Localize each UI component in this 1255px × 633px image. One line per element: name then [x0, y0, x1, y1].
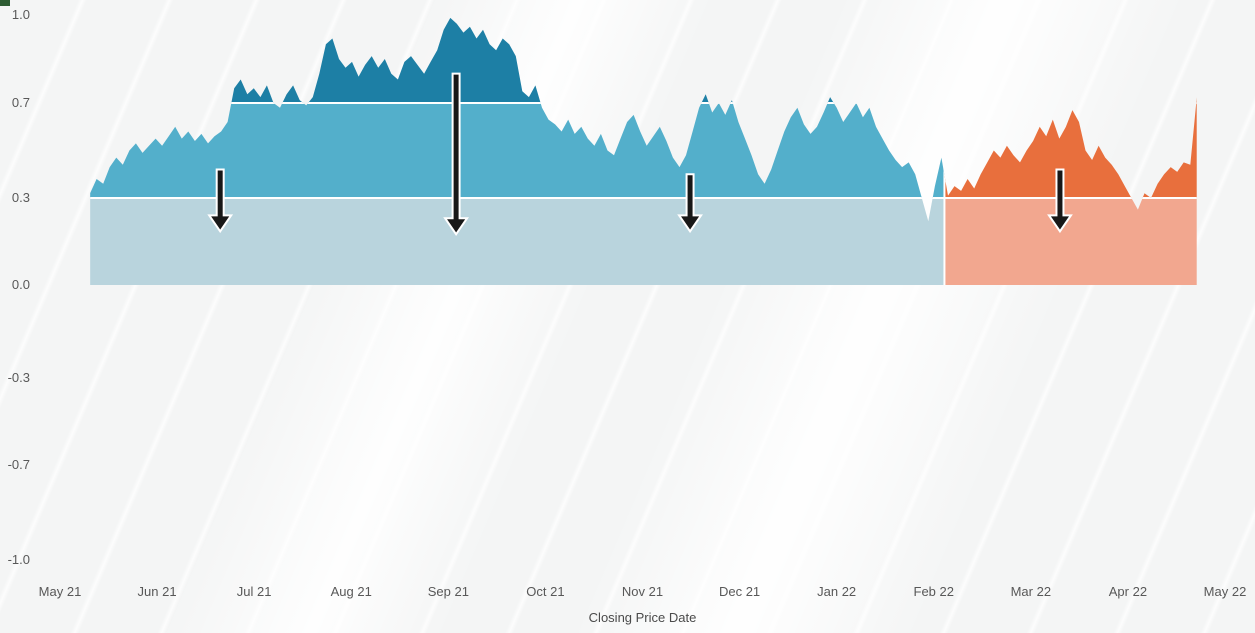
band-mid [944, 103, 1197, 198]
band-divider [90, 102, 1197, 104]
y-tick-label: 0.7 [11, 95, 30, 110]
x-tick-label: Dec 21 [718, 584, 761, 599]
x-tick-label: Apr 22 [1108, 584, 1148, 599]
annotation-arrow [207, 168, 234, 234]
y-tick-label: -1.0 [7, 552, 30, 567]
x-tick-label: May 22 [1203, 584, 1247, 599]
y-tick-label: -0.7 [7, 457, 30, 472]
x-axis-title: Closing Price Date [588, 610, 697, 625]
annotation-arrow [677, 173, 703, 234]
y-tick-label: -0.3 [7, 370, 30, 385]
x-tick-label: Feb 22 [913, 584, 954, 599]
y-tick-label: 0.3 [11, 190, 30, 205]
band-divider [90, 197, 1197, 199]
y-tick-label: 0.0 [11, 277, 30, 292]
x-tick-label: Jan 22 [817, 584, 857, 599]
y-tick-label: 1.0 [11, 7, 30, 22]
x-tick-label: Aug 21 [330, 584, 372, 599]
area-series [90, 17, 1197, 285]
annotation-arrow [443, 72, 470, 237]
corner-artifact [0, 0, 10, 6]
band-low [90, 198, 945, 285]
band-high [944, 17, 1197, 103]
x-tick-label: Nov 21 [621, 584, 664, 599]
x-tick-label: Jul 21 [236, 584, 272, 599]
x-tick-label: May 21 [38, 584, 82, 599]
x-tick-label: Sep 21 [427, 584, 469, 599]
x-tick-label: Oct 21 [526, 584, 565, 599]
band-high [90, 17, 945, 103]
x-tick-label: Jun 21 [137, 584, 177, 599]
segment-divider [943, 17, 946, 285]
annotation-arrow [1047, 168, 1073, 234]
x-tick-label: Mar 22 [1010, 584, 1052, 599]
band-low [944, 198, 1197, 285]
